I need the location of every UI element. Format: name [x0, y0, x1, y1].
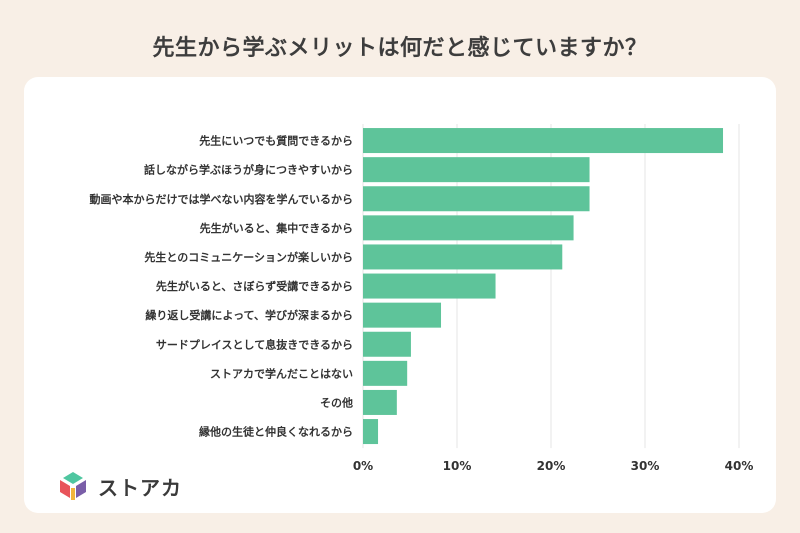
- category-label: 動画や本からだけでは学べない内容を学んでいるから: [90, 192, 353, 206]
- x-tick-label: 10%: [443, 459, 472, 473]
- category-label: 先生がいると、さぼらず受講できるから: [156, 279, 353, 293]
- x-tick-label: 20%: [537, 459, 566, 473]
- bar: [363, 419, 379, 445]
- category-label: その他: [320, 395, 353, 409]
- bar: [363, 331, 411, 357]
- category-label: 話しながら学ぶほうが身につきやすいから: [144, 163, 353, 177]
- brand-logo: ストアカ: [54, 470, 182, 502]
- x-axis-ticks: 0% 10% 20% 30% 40%: [353, 459, 754, 473]
- brand-name: ストアカ: [98, 475, 182, 500]
- bar: [363, 157, 590, 183]
- bar: [363, 128, 724, 154]
- category-labels: 先生にいつでも質問できるから話しながら学ぶほうが身につきやすいから動画や本からだ…: [90, 134, 353, 439]
- category-label: 先生がいると、集中できるから: [200, 221, 353, 235]
- x-tick-label: 0%: [353, 459, 373, 473]
- bar: [363, 244, 563, 270]
- category-label: ストアカで学んだことはない: [210, 366, 353, 380]
- category-label: 先生にいつでも質問できるから: [199, 134, 353, 148]
- bar: [363, 360, 408, 386]
- bar: [363, 273, 496, 299]
- brand-mark-icon: [60, 472, 86, 500]
- page-title: 先生から学ぶメリットは何だと感じていますか？: [152, 36, 648, 61]
- category-label: 繰り返し受講によって、学びが深まるから: [145, 308, 353, 322]
- category-label: サードプレイスとして息抜きできるから: [156, 337, 353, 351]
- bar: [363, 186, 590, 212]
- bar: [363, 215, 574, 241]
- x-tick-label: 30%: [631, 459, 660, 473]
- bar: [363, 302, 442, 328]
- category-label: 縁他の生徒と仲良くなれるから: [199, 425, 353, 439]
- x-tick-label: 40%: [725, 459, 754, 473]
- bar: [363, 389, 397, 415]
- bar-layer: [363, 128, 724, 445]
- category-label: 先生とのコミュニケーションが楽しいから: [144, 250, 353, 264]
